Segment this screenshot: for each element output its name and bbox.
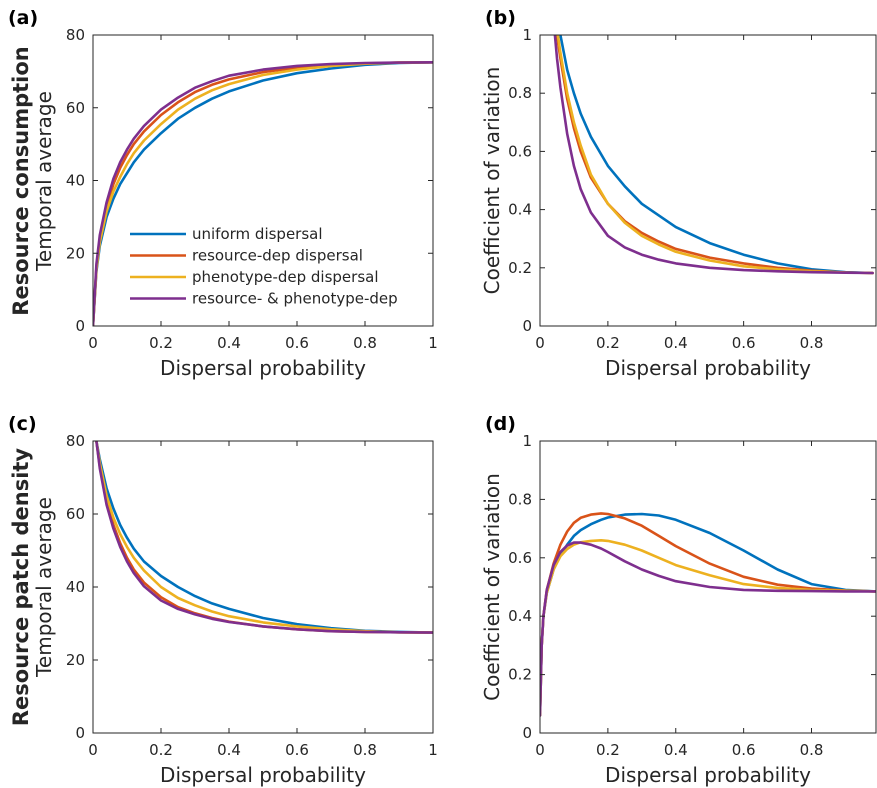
y-tick-label: 80	[66, 26, 85, 44]
y-tick-label: 0	[522, 317, 532, 335]
y-tick-label: 0.6	[508, 142, 532, 160]
panel-label: (b)	[485, 7, 516, 29]
y-tick-label: 0	[522, 724, 532, 742]
x-tick-label: 0.2	[149, 334, 173, 352]
x-tick-label: 0.2	[149, 741, 173, 759]
y-tick-label: 0.8	[508, 84, 532, 102]
panel-c: 0 20 40 60 80 0 0.2 0.4 0.6 0.8 1 Dispersal probabi…	[8, 413, 438, 787]
y-axis-label: Coefficient of variation	[480, 67, 504, 295]
y-tick-label: 40	[66, 578, 85, 596]
panel-b: 0 0.2 0.4 0.6 0.8 1 0 0.2 0.4 0.6 0.8 Dispersal pro…	[480, 7, 877, 380]
legend-entry: resource- & phenotype-dep	[192, 290, 398, 308]
legend-entry: uniform dispersal	[192, 225, 323, 243]
y-tick-label: 0.4	[508, 201, 532, 219]
series-group	[95, 441, 433, 634]
axes-box	[539, 34, 877, 327]
x-tick-label: 0	[88, 334, 98, 352]
y-tick-label: 20	[66, 651, 85, 669]
x-tick-label: 0.2	[596, 741, 620, 759]
x-tick-label: 0.4	[217, 741, 241, 759]
x-tick-label: 1	[428, 334, 438, 352]
series-line-both	[553, 35, 874, 275]
panel-label: (a)	[8, 7, 38, 29]
y-tick-label: 0.6	[508, 549, 532, 567]
row-label-bottom: Resource patch density Temporal average	[9, 448, 56, 727]
legend: uniform dispersal resource-dep dispersal p…	[130, 225, 398, 308]
y-tick-label: 80	[66, 432, 85, 450]
legend-entry: resource-dep dispersal	[192, 247, 363, 265]
row-label-bottom-bold: Resource patch density	[9, 448, 33, 727]
series-line-phenotype	[93, 61, 433, 326]
y-tick-label: 0.4	[508, 607, 532, 625]
series-line-resource	[93, 61, 433, 326]
series-line-both	[540, 541, 876, 717]
panel-a: 0 20 40 60 80 0 0.2 0.4 0.6 0.8 1 Dispersal probabi…	[8, 7, 438, 380]
legend-entry: phenotype-dep dispersal	[192, 268, 379, 286]
row-label-top-sub: Temporal average	[32, 91, 56, 272]
series-group	[540, 512, 876, 717]
x-tick-label: 0.6	[732, 741, 756, 759]
series-line-both	[95, 441, 433, 634]
panel-d: 0 0.2 0.4 0.6 0.8 1 0 0.2 0.4 0.6 0.8 Dispersal pro…	[480, 413, 877, 787]
series-line-uniform	[93, 61, 433, 326]
series-group	[553, 35, 874, 275]
y-tick-label: 60	[66, 99, 85, 117]
x-tick-label: 0.4	[217, 334, 241, 352]
series-line-resource	[95, 441, 433, 634]
series-line-resource	[555, 35, 874, 275]
x-tick-label: 0.8	[800, 741, 824, 759]
series-line-both	[93, 61, 433, 326]
y-tick-label: 40	[66, 172, 85, 190]
x-tick-label: 0	[88, 741, 98, 759]
y-tick-label: 1	[522, 26, 532, 44]
x-tick-label: 0.6	[285, 334, 309, 352]
row-label-bottom-sub: Temporal average	[32, 497, 56, 678]
row-label-top: Resource consumption Temporal average	[9, 46, 56, 315]
x-tick-label: 0	[535, 334, 545, 352]
y-tick-label: 60	[66, 505, 85, 523]
y-tick-label: 0	[75, 317, 85, 335]
x-tick-label: 0.8	[353, 741, 377, 759]
x-tick-label: 0.8	[800, 334, 824, 352]
x-axis-label: Dispersal probability	[605, 763, 811, 787]
x-axis-label: Dispersal probability	[160, 763, 366, 787]
y-tick-label: 0.2	[508, 666, 532, 684]
x-axis-label: Dispersal probability	[605, 356, 811, 380]
y-axis-label: Coefficient of variation	[480, 473, 504, 701]
series-line-phenotype	[540, 539, 876, 717]
x-tick-label: 0.2	[596, 334, 620, 352]
row-label-top-bold: Resource consumption	[9, 46, 33, 315]
y-tick-label: 0	[75, 724, 85, 742]
x-tick-label: 0.6	[285, 741, 309, 759]
x-tick-label: 0.4	[664, 334, 688, 352]
y-tick-label: 20	[66, 244, 85, 262]
y-tick-label: 0.2	[508, 259, 532, 277]
axes-box	[539, 440, 877, 734]
x-tick-label: 0.8	[353, 334, 377, 352]
series-line-uniform	[95, 441, 433, 634]
x-tick-label: 0.6	[732, 334, 756, 352]
x-tick-label: 0.4	[664, 741, 688, 759]
x-axis-label: Dispersal probability	[160, 356, 366, 380]
series-line-phenotype	[556, 35, 874, 275]
series-line-phenotype	[95, 441, 433, 634]
y-tick-label: 0.8	[508, 490, 532, 508]
x-tick-label: 1	[428, 741, 438, 759]
series-group	[93, 61, 433, 326]
x-tick-label: 0	[535, 741, 545, 759]
y-tick-label: 1	[522, 432, 532, 450]
series-line-uniform	[559, 35, 874, 275]
panel-label: (d)	[485, 413, 516, 435]
panel-label: (c)	[8, 413, 37, 435]
